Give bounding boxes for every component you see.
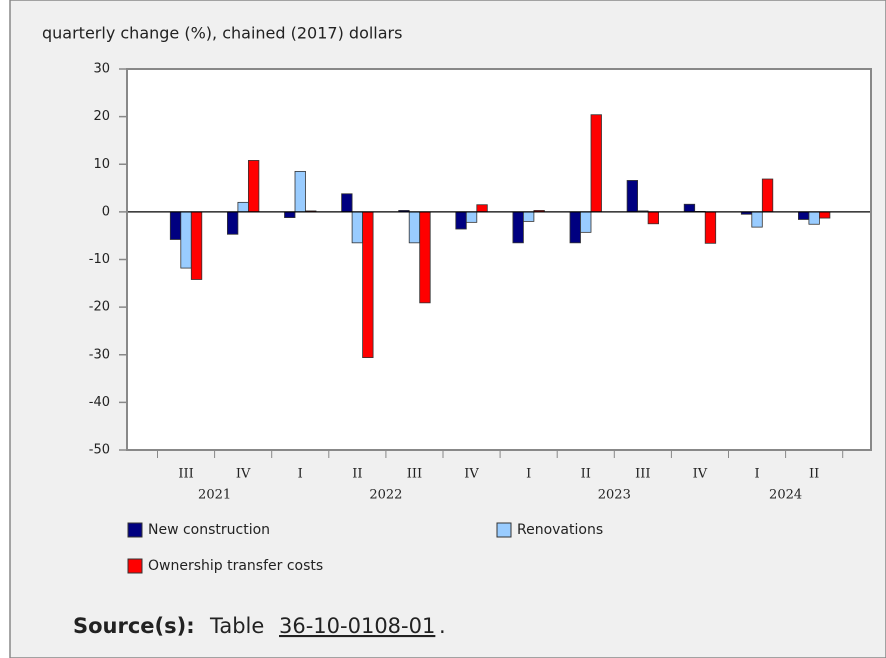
x-group-label: 2023 <box>598 488 631 503</box>
x-tick-label: II <box>352 467 362 482</box>
source-label: Source(s): <box>73 614 195 638</box>
x-tick-label: III <box>407 467 422 482</box>
bar <box>626 180 638 213</box>
bar <box>580 211 592 233</box>
y-tick-label: 10 <box>93 157 110 172</box>
x-tick-label: III <box>178 467 193 482</box>
x-tick-label: II <box>581 467 591 482</box>
bar <box>362 211 374 359</box>
bar <box>351 211 364 244</box>
bar <box>455 211 467 230</box>
legend-swatch <box>127 522 143 538</box>
bar <box>512 211 524 244</box>
bar <box>465 211 478 223</box>
y-tick-label: 20 <box>93 109 110 124</box>
bar <box>647 211 659 225</box>
x-group-label: 2024 <box>769 488 802 503</box>
x-tick-label: I <box>298 467 303 482</box>
bar <box>408 211 421 244</box>
bar <box>704 211 717 244</box>
bar <box>798 211 810 220</box>
bar <box>569 211 581 244</box>
bar <box>294 170 306 213</box>
source-link[interactable]: 36-10-0108-01 <box>279 614 435 638</box>
bar <box>226 211 239 235</box>
y-tick-label: -40 <box>89 395 110 410</box>
legend-label: Renovations <box>517 522 603 538</box>
x-tick-label: I <box>526 467 531 482</box>
bar <box>819 211 831 219</box>
bar <box>180 211 192 269</box>
x-tick-label: IV <box>693 467 708 482</box>
bar <box>419 211 431 304</box>
x-tick-label: I <box>754 467 759 482</box>
axis-title: quarterly change (%), chained (2017) dol… <box>42 24 402 43</box>
bar <box>169 211 182 240</box>
bar <box>751 211 763 228</box>
legend-label: New construction <box>148 522 270 538</box>
legend-label: Ownership transfer costs <box>148 558 323 574</box>
legend-swatch <box>127 558 143 574</box>
y-tick-label: -10 <box>89 252 110 267</box>
x-group-label: 2022 <box>369 488 402 503</box>
bar <box>476 204 488 213</box>
y-tick-label: -30 <box>89 347 110 362</box>
bar <box>523 211 535 222</box>
x-tick-label: III <box>635 467 650 482</box>
bar <box>808 211 820 225</box>
x-tick-label: II <box>809 467 819 482</box>
plot-border <box>126 68 872 451</box>
bar <box>590 114 602 213</box>
bar <box>237 201 249 213</box>
bar <box>341 193 353 213</box>
source-suffix: . <box>439 614 446 638</box>
bar <box>761 178 774 213</box>
y-tick-label: -20 <box>89 300 110 315</box>
source-text: Table <box>209 614 264 638</box>
x-tick-label: IV <box>464 467 479 482</box>
bar <box>247 160 260 213</box>
y-tick-label: 0 <box>102 204 110 219</box>
x-tick-label: IV <box>236 467 251 482</box>
bar <box>190 211 203 280</box>
legend-swatch <box>496 522 512 538</box>
bar <box>683 203 696 213</box>
x-group-label: 2021 <box>198 488 231 503</box>
bar <box>284 211 296 218</box>
plot-area <box>127 69 871 450</box>
y-tick-label: 30 <box>93 62 110 77</box>
y-tick-label: -50 <box>89 443 110 458</box>
